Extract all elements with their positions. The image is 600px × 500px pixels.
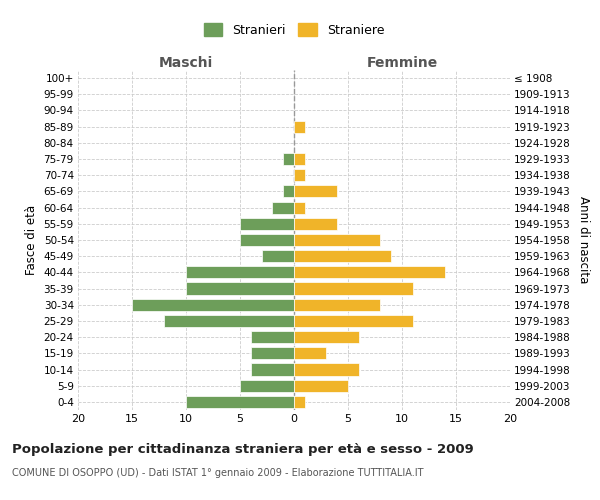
Text: Femmine: Femmine	[367, 56, 437, 70]
Bar	[262, 250, 294, 262]
Bar	[186, 266, 294, 278]
Bar	[164, 315, 294, 327]
Y-axis label: Anni di nascita: Anni di nascita	[577, 196, 590, 284]
Bar	[186, 396, 294, 408]
Bar	[272, 202, 294, 213]
Bar	[294, 186, 337, 198]
Bar	[132, 298, 294, 311]
Bar	[283, 153, 294, 165]
Bar	[240, 218, 294, 230]
Bar	[294, 348, 326, 360]
Bar	[294, 169, 305, 181]
Bar	[251, 348, 294, 360]
Bar	[294, 266, 445, 278]
Bar	[294, 315, 413, 327]
Bar	[294, 282, 413, 294]
Bar	[251, 331, 294, 343]
Text: Maschi: Maschi	[159, 56, 213, 70]
Text: COMUNE DI OSOPPO (UD) - Dati ISTAT 1° gennaio 2009 - Elaborazione TUTTITALIA.IT: COMUNE DI OSOPPO (UD) - Dati ISTAT 1° ge…	[12, 468, 424, 477]
Bar	[294, 120, 305, 132]
Bar	[294, 396, 305, 408]
Bar	[283, 186, 294, 198]
Legend: Stranieri, Straniere: Stranieri, Straniere	[199, 18, 389, 42]
Bar	[294, 202, 305, 213]
Bar	[294, 298, 380, 311]
Bar	[294, 380, 348, 392]
Bar	[294, 218, 337, 230]
Bar	[294, 250, 391, 262]
Y-axis label: Fasce di età: Fasce di età	[25, 205, 38, 275]
Bar	[294, 153, 305, 165]
Bar	[251, 364, 294, 376]
Bar	[294, 331, 359, 343]
Bar	[186, 282, 294, 294]
Bar	[240, 380, 294, 392]
Bar	[294, 364, 359, 376]
Text: Popolazione per cittadinanza straniera per età e sesso - 2009: Popolazione per cittadinanza straniera p…	[12, 442, 474, 456]
Bar	[294, 234, 380, 246]
Bar	[240, 234, 294, 246]
